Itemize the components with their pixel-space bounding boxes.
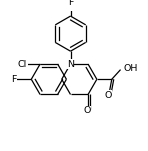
Text: F: F bbox=[11, 75, 16, 84]
Text: N: N bbox=[67, 59, 74, 69]
Text: OH: OH bbox=[124, 64, 138, 73]
Text: O: O bbox=[83, 106, 91, 115]
Text: Cl: Cl bbox=[18, 59, 27, 69]
Text: O: O bbox=[104, 91, 112, 100]
Text: F: F bbox=[68, 0, 73, 7]
